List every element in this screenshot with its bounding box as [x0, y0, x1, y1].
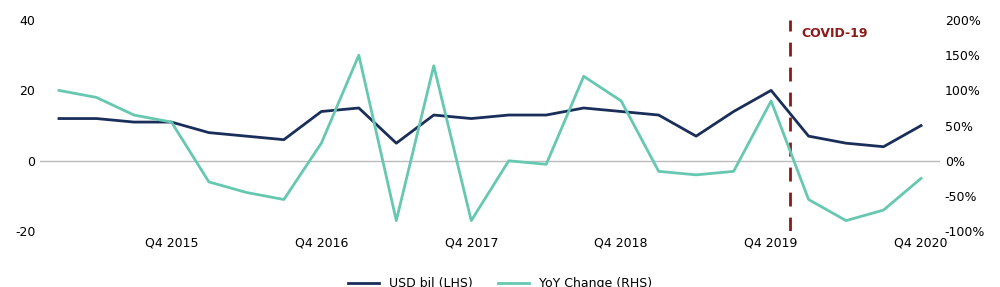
YoY Change (RHS) [840, 219, 852, 222]
YoY Change (RHS) [540, 162, 552, 166]
USD bil (LHS) [90, 117, 102, 120]
YoY Change (RHS) [653, 170, 665, 173]
USD bil (LHS) [128, 120, 140, 124]
USD bil (LHS) [840, 141, 852, 145]
USD bil (LHS) [278, 138, 290, 141]
USD bil (LHS) [690, 134, 702, 138]
USD bil (LHS) [53, 117, 65, 120]
YoY Change (RHS) [578, 75, 590, 78]
USD bil (LHS) [240, 134, 252, 138]
YoY Change (RHS) [878, 208, 890, 212]
USD bil (LHS) [165, 120, 177, 124]
YoY Change (RHS) [465, 219, 477, 222]
Text: COVID-19: COVID-19 [801, 27, 868, 40]
YoY Change (RHS) [90, 96, 102, 99]
YoY Change (RHS) [240, 191, 252, 194]
YoY Change (RHS) [803, 198, 815, 201]
YoY Change (RHS) [353, 53, 365, 57]
USD bil (LHS) [540, 113, 552, 117]
USD bil (LHS) [615, 110, 627, 113]
YoY Change (RHS) [128, 113, 140, 117]
YoY Change (RHS) [690, 173, 702, 177]
USD bil (LHS) [390, 141, 402, 145]
YoY Change (RHS) [315, 141, 327, 145]
YoY Change (RHS) [765, 99, 777, 103]
USD bil (LHS) [878, 145, 890, 148]
USD bil (LHS) [765, 89, 777, 92]
Legend: USD bil (LHS), YoY Change (RHS): USD bil (LHS), YoY Change (RHS) [343, 272, 657, 287]
YoY Change (RHS) [278, 198, 290, 201]
USD bil (LHS) [915, 124, 927, 127]
YoY Change (RHS) [203, 180, 215, 184]
USD bil (LHS) [353, 106, 365, 110]
USD bil (LHS) [428, 113, 440, 117]
USD bil (LHS) [728, 110, 740, 113]
YoY Change (RHS) [428, 64, 440, 67]
YoY Change (RHS) [390, 219, 402, 222]
USD bil (LHS) [465, 117, 477, 120]
USD bil (LHS) [578, 106, 590, 110]
USD bil (LHS) [503, 113, 515, 117]
USD bil (LHS) [803, 134, 815, 138]
Line: USD bil (LHS): USD bil (LHS) [59, 90, 921, 147]
USD bil (LHS) [653, 113, 665, 117]
YoY Change (RHS) [728, 170, 740, 173]
YoY Change (RHS) [915, 177, 927, 180]
Line: YoY Change (RHS): YoY Change (RHS) [59, 55, 921, 221]
YoY Change (RHS) [503, 159, 515, 162]
USD bil (LHS) [315, 110, 327, 113]
YoY Change (RHS) [53, 89, 65, 92]
USD bil (LHS) [203, 131, 215, 134]
YoY Change (RHS) [165, 120, 177, 124]
YoY Change (RHS) [615, 99, 627, 103]
